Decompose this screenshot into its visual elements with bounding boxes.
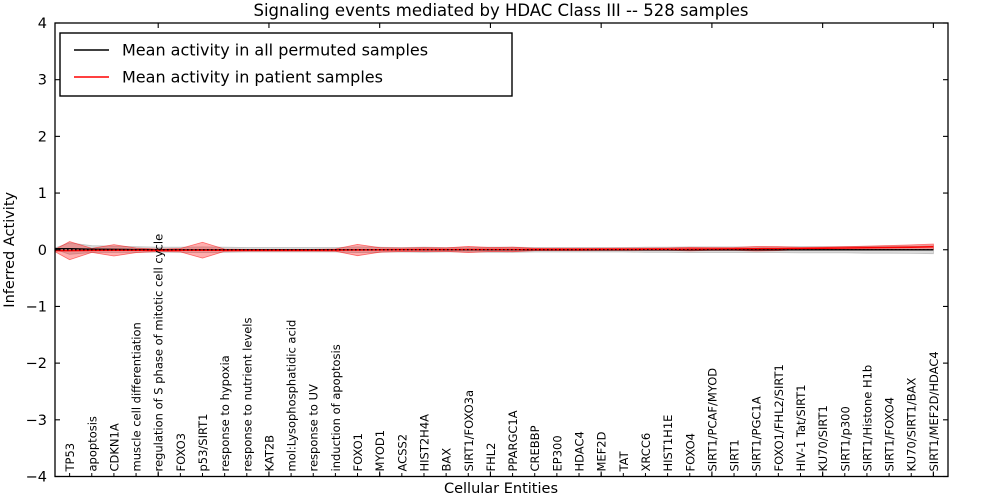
x-tick-label: p53/SIRT1 — [196, 414, 210, 472]
plot-area: 4 3 2 1 0 −1 −2 −3 −4 TP53 apoptosis CDKN1A muscle c… — [26, 16, 948, 486]
x-tick-label: BAX — [440, 448, 454, 472]
x-tick-label: EP300 — [550, 435, 564, 471]
x-tick-label: response to UV — [307, 384, 321, 472]
y-tick-label: 1 — [38, 186, 47, 202]
x-tick-label: HIST2H4A — [418, 414, 432, 472]
x-tick-label: KU70/SIRT1/BAX — [905, 378, 919, 472]
legend-box — [59, 32, 513, 97]
y-tick-label: −2 — [26, 356, 47, 372]
x-tick-label: SIRT1/Histone H1b — [860, 365, 874, 472]
x-tick-label: MYOD1 — [373, 430, 387, 472]
y-tick-label: −1 — [26, 299, 47, 315]
x-tick-label: ACSS2 — [395, 434, 409, 472]
y-tick-label: 3 — [38, 73, 47, 89]
x-tick-label: mol:Lysophosphatidic acid — [285, 320, 299, 472]
x-tick-label: HDAC4 — [573, 431, 587, 471]
x-tick-label: regulation of S phase of mitotic cell cy… — [152, 234, 166, 472]
plot-frame — [54, 22, 949, 478]
x-tick-label: MEF2D — [595, 431, 609, 471]
x-tick-label: response to hypoxia — [218, 355, 232, 471]
y-tick-label: 2 — [38, 129, 47, 145]
x-tick-label: FHL2 — [484, 443, 498, 472]
legend: Mean activity in all permuted samples Me… — [59, 32, 513, 97]
x-tick-label: SIRT1 — [728, 439, 742, 471]
x-tick-label: HIST1H1E — [661, 415, 675, 472]
x-tick-label: PPARGC1A — [506, 410, 520, 471]
y-tick-label: 4 — [38, 16, 47, 32]
x-tick-label: CREBBP — [528, 425, 542, 471]
x-tick-label: apoptosis — [85, 416, 99, 471]
legend-label-permuted: Mean activity in all permuted samples — [122, 41, 428, 60]
x-tick-label: TP53 — [63, 443, 77, 473]
x-tick-label: SIRT1/FOXO3a — [462, 390, 476, 472]
x-tick-label: FOXO4 — [683, 433, 697, 471]
y-tick-label: −4 — [26, 470, 47, 486]
x-tick-label: KU70/SIRT1 — [816, 405, 830, 471]
x-tick-label: XRCC6 — [639, 433, 653, 472]
x-tick-label: SIRT1/p300 — [838, 406, 852, 471]
x-tick-label: FOXO1/FHL2/SIRT1 — [772, 364, 786, 471]
x-axis-label: Cellular Entities — [444, 481, 558, 497]
x-tick-label: induction of apoptosis — [329, 344, 343, 471]
x-tick-label: response to nutrient levels — [240, 318, 254, 472]
x-tick-label: KAT2B — [262, 435, 276, 472]
x-tick-label: SIRT1/FOXO4 — [883, 397, 897, 472]
x-tick-label: muscle cell differentiation — [130, 322, 144, 471]
y-axis-label: Inferred Activity — [2, 191, 18, 307]
x-tick-label: SIRT1/PCAF/MYOD — [705, 368, 719, 472]
x-tick-label: SIRT1/MEF2D/HDAC4 — [927, 351, 941, 471]
y-tick-label: 0 — [38, 243, 47, 259]
x-tick-label: FOXO3 — [174, 433, 188, 471]
x-tick-label: FOXO1 — [351, 433, 365, 471]
x-tick-label: CDKN1A — [107, 423, 121, 471]
x-tick-label: SIRT1/PGC1A — [750, 396, 764, 471]
chart-title: Signaling events mediated by HDAC Class … — [253, 1, 748, 20]
legend-label-patient: Mean activity in patient samples — [122, 68, 383, 87]
x-tick-label: HIV-1 Tat/SIRT1 — [794, 384, 808, 471]
y-tick-label: −3 — [26, 413, 47, 429]
x-tick-label: TAT — [617, 450, 631, 472]
